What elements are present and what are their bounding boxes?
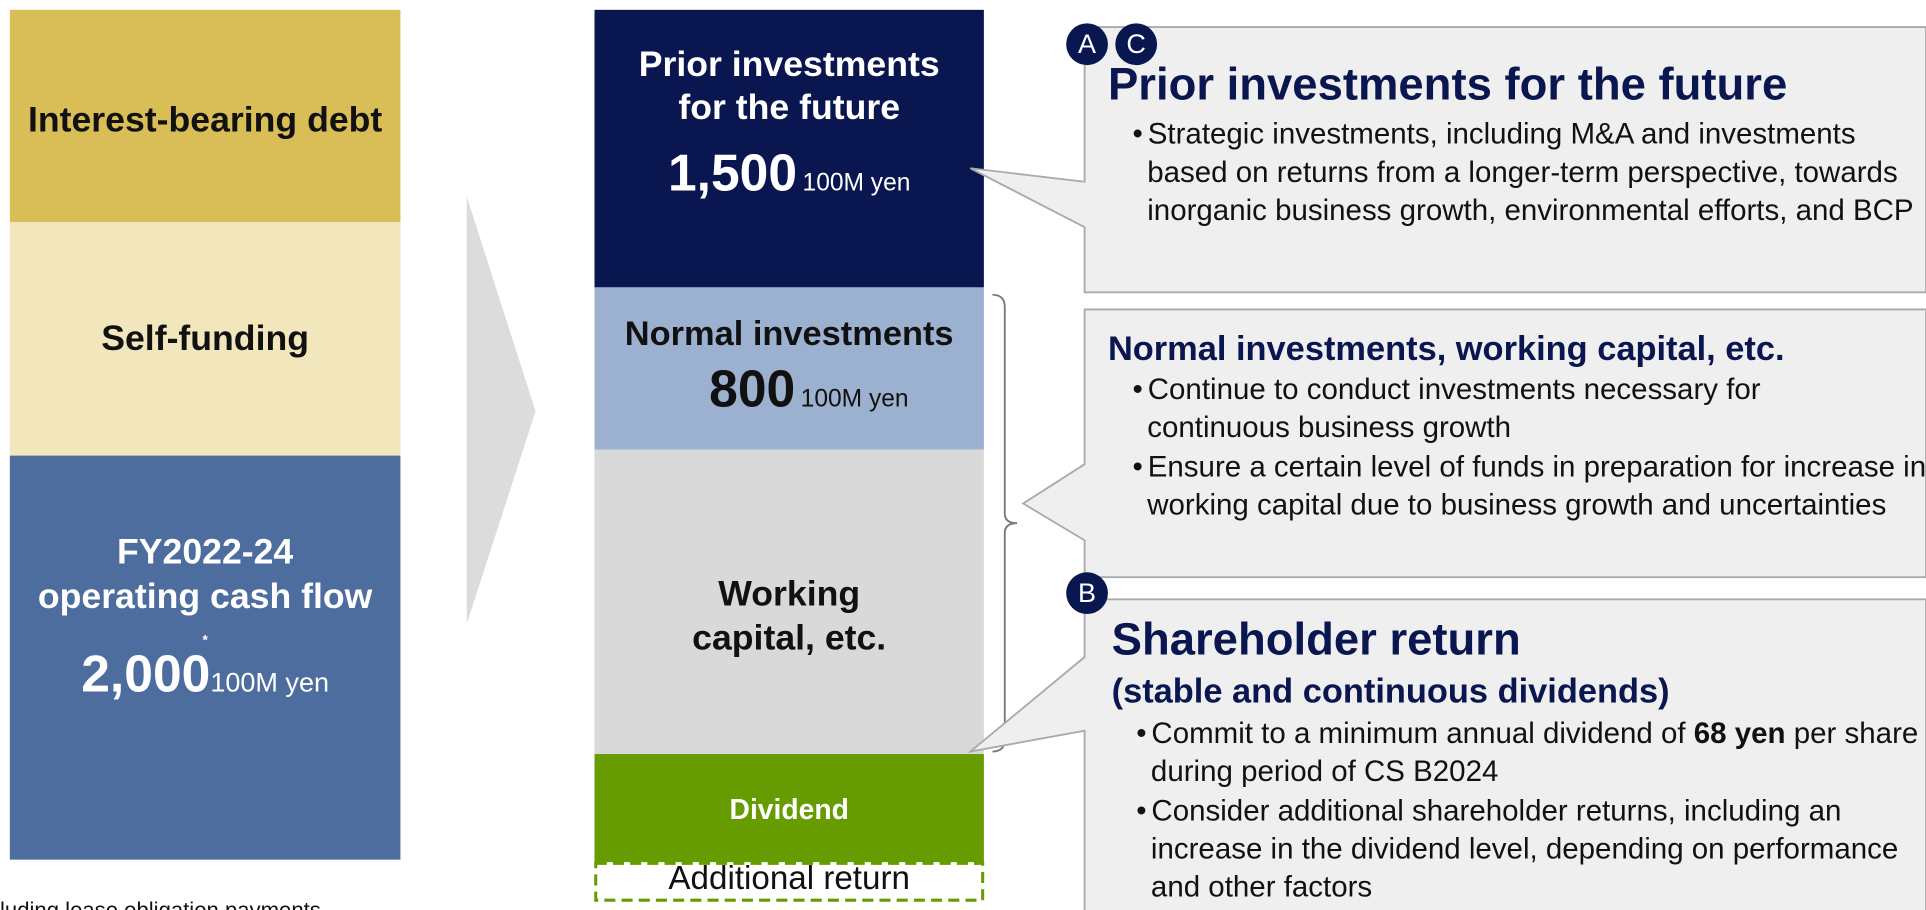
bold-text: 68 yen xyxy=(1693,717,1786,751)
bullet: Commit to a minimum annual dividend of 6… xyxy=(1131,715,1926,791)
panel-title: Normal investments, working capital, etc… xyxy=(1107,329,1785,368)
working-box xyxy=(594,449,984,755)
debt-label: Interest-bearing debt xyxy=(27,100,383,140)
footnote: luding lease obligation payments xyxy=(0,897,321,910)
dividend-box xyxy=(594,754,984,863)
bullet: Strategic investments, including M&A and… xyxy=(1128,115,1926,229)
bullet: Ensure a certain level of funds in prepa… xyxy=(1128,448,1926,524)
arrow xyxy=(466,196,536,624)
amount: 800 xyxy=(709,359,796,418)
dividend-label: Dividend xyxy=(729,793,849,826)
self-funding-label: Self-funding xyxy=(101,319,309,359)
cash-flow-amount: 2,000100M yen xyxy=(10,645,401,704)
normal-label: Normal investments xyxy=(624,314,954,353)
prior-label: Prior investments for the future xyxy=(638,45,940,128)
amount: 2,000 xyxy=(81,644,211,703)
panel-subtitle: (stable and continuous dividends) xyxy=(1111,671,1670,710)
unit: 100M yen xyxy=(210,666,330,698)
cash-flow-label: FY2022-24 operating cash flow * xyxy=(10,531,401,669)
normal-amount: 800 100M yen xyxy=(614,360,1003,419)
badge: A xyxy=(1066,23,1108,66)
panel-title: Shareholder return xyxy=(1111,614,1521,665)
debt-box xyxy=(9,9,401,223)
bullet: Continue to conduct investments necessar… xyxy=(1128,371,1885,447)
prior-amount: 1,500 100M yen xyxy=(595,144,984,203)
note-mark: * xyxy=(202,633,208,649)
badge: B xyxy=(1066,572,1108,615)
amount: 1,500 xyxy=(667,143,798,202)
self-funding-box xyxy=(9,222,401,456)
additional-box xyxy=(594,861,985,902)
normal-box xyxy=(594,287,984,450)
cash-flow-text: FY2022-24 operating cash flow xyxy=(37,532,373,617)
additional-label: Additional return xyxy=(668,859,910,897)
text: Commit to a minimum annual dividend of xyxy=(1151,717,1694,751)
prior-box xyxy=(594,9,984,288)
text: per share during period of CS B2024 xyxy=(1150,717,1919,789)
cash-flow-box xyxy=(9,455,401,860)
badge: C xyxy=(1115,23,1158,66)
unit: 100M yen xyxy=(800,385,909,413)
working-label: Working capital, etc. xyxy=(692,574,887,659)
unit: 100M yen xyxy=(802,169,911,197)
panel-title: Prior investments for the future xyxy=(1107,58,1788,110)
bullet: Consider additional shareholder returns,… xyxy=(1131,792,1926,906)
